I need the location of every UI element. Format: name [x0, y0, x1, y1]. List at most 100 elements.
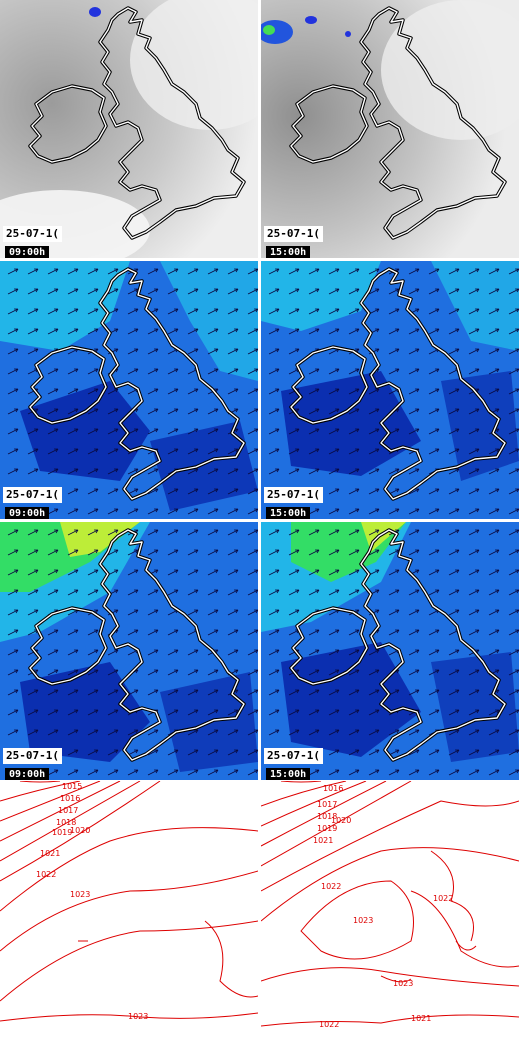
wind-arrow	[247, 529, 258, 536]
wind-arrow	[27, 328, 39, 335]
wind-arrow	[167, 288, 179, 295]
wind-arrow	[448, 709, 460, 716]
wind-arrow	[27, 689, 39, 696]
isobar-label: 1022	[319, 1020, 339, 1029]
wind-arrow	[87, 288, 99, 295]
wind-arrow	[187, 308, 199, 315]
wind-arrow	[328, 649, 340, 656]
date-label: 25-07-1(	[264, 748, 323, 764]
wind-arrow	[47, 268, 59, 275]
wind-arrow	[308, 328, 320, 335]
wind-arrow	[508, 549, 519, 556]
wind-arrow	[288, 729, 300, 736]
wind-arrow	[227, 649, 239, 656]
wind-arrow	[508, 288, 519, 295]
wind-arrow	[268, 328, 280, 335]
wind-arrow	[187, 328, 199, 335]
wind-arrow	[227, 308, 239, 315]
wind-arrow	[408, 609, 420, 616]
wind-layer	[0, 522, 258, 780]
wind-arrow	[47, 368, 59, 375]
wind-arrow	[87, 408, 99, 415]
isobar-label: 1020	[70, 826, 90, 835]
wind-arrow	[127, 348, 139, 355]
wind-arrow	[207, 749, 219, 756]
wind-arrow	[388, 749, 400, 756]
wind-arrow	[107, 649, 119, 656]
wind-arrow	[448, 268, 460, 275]
wind-arrow	[7, 308, 19, 315]
wind-arrow	[348, 308, 360, 315]
wind-arrow	[268, 388, 280, 395]
wind-arrow	[207, 709, 219, 716]
wind-arrow	[147, 669, 159, 676]
wind-arrow	[408, 468, 420, 475]
cloud-layer	[261, 0, 519, 258]
date-label: 25-07-1(	[264, 226, 323, 242]
wind-arrow	[408, 649, 420, 656]
wind-arrow	[488, 368, 500, 375]
wind-arrow	[147, 649, 159, 656]
wind-arrow	[127, 749, 139, 756]
wind-arrow	[328, 488, 340, 495]
wind-arrow	[448, 669, 460, 676]
wind-arrow	[247, 508, 258, 515]
wind-arrow	[247, 488, 258, 495]
wind-arrow	[508, 709, 519, 716]
cloud-layer	[0, 0, 258, 258]
wind-arrow	[348, 769, 360, 776]
wind-arrow	[508, 769, 519, 776]
wind-arrow	[247, 408, 258, 415]
wind-arrow	[328, 368, 340, 375]
wind-arrow	[47, 569, 59, 576]
wind-arrow	[268, 408, 280, 415]
wind-arrow	[408, 689, 420, 696]
wind-arrow	[428, 388, 440, 395]
wind-arrow	[388, 308, 400, 315]
wind-arrow	[127, 589, 139, 596]
wind-arrow	[87, 569, 99, 576]
wind-arrow	[468, 428, 480, 435]
wind-arrow	[107, 609, 119, 616]
wind-arrow	[368, 388, 380, 395]
wind-arrow	[147, 769, 159, 776]
wind-arrow	[268, 649, 280, 656]
wind-arrow	[408, 549, 420, 556]
wind-arrow	[7, 609, 19, 616]
wind-arrow	[488, 268, 500, 275]
wind-arrow	[508, 448, 519, 455]
wind-arrow	[428, 328, 440, 335]
wind-arrow	[227, 348, 239, 355]
wind-arrow	[368, 348, 380, 355]
wind-arrow	[408, 769, 420, 776]
wind-arrow	[368, 428, 380, 435]
wind-arrow	[308, 468, 320, 475]
wind-arrow	[428, 529, 440, 536]
wind-arrow	[368, 729, 380, 736]
isobar-label: 1017	[317, 800, 337, 809]
wind-arrow	[508, 669, 519, 676]
wind-arrow	[348, 268, 360, 275]
wind-arrow	[247, 388, 258, 395]
wind-arrow	[227, 529, 239, 536]
wind-arrow	[368, 508, 380, 515]
wind-arrow	[247, 288, 258, 295]
wind-arrow	[308, 448, 320, 455]
wind-arrow	[207, 729, 219, 736]
isobar-label: 1019	[317, 824, 337, 833]
wind-arrow	[428, 308, 440, 315]
wind-arrow	[67, 589, 79, 596]
wind-arrow	[207, 288, 219, 295]
wind-arrow	[147, 388, 159, 395]
wind-arrow	[408, 268, 420, 275]
wind-arrow	[67, 769, 79, 776]
wind-arrow	[167, 649, 179, 656]
wind-arrow	[67, 689, 79, 696]
wind-arrow	[428, 448, 440, 455]
wind-arrow	[428, 669, 440, 676]
wind-arrow	[388, 549, 400, 556]
wind-arrow	[328, 689, 340, 696]
wind-arrow	[488, 308, 500, 315]
wind-arrow	[207, 368, 219, 375]
wind-arrow	[308, 569, 320, 576]
